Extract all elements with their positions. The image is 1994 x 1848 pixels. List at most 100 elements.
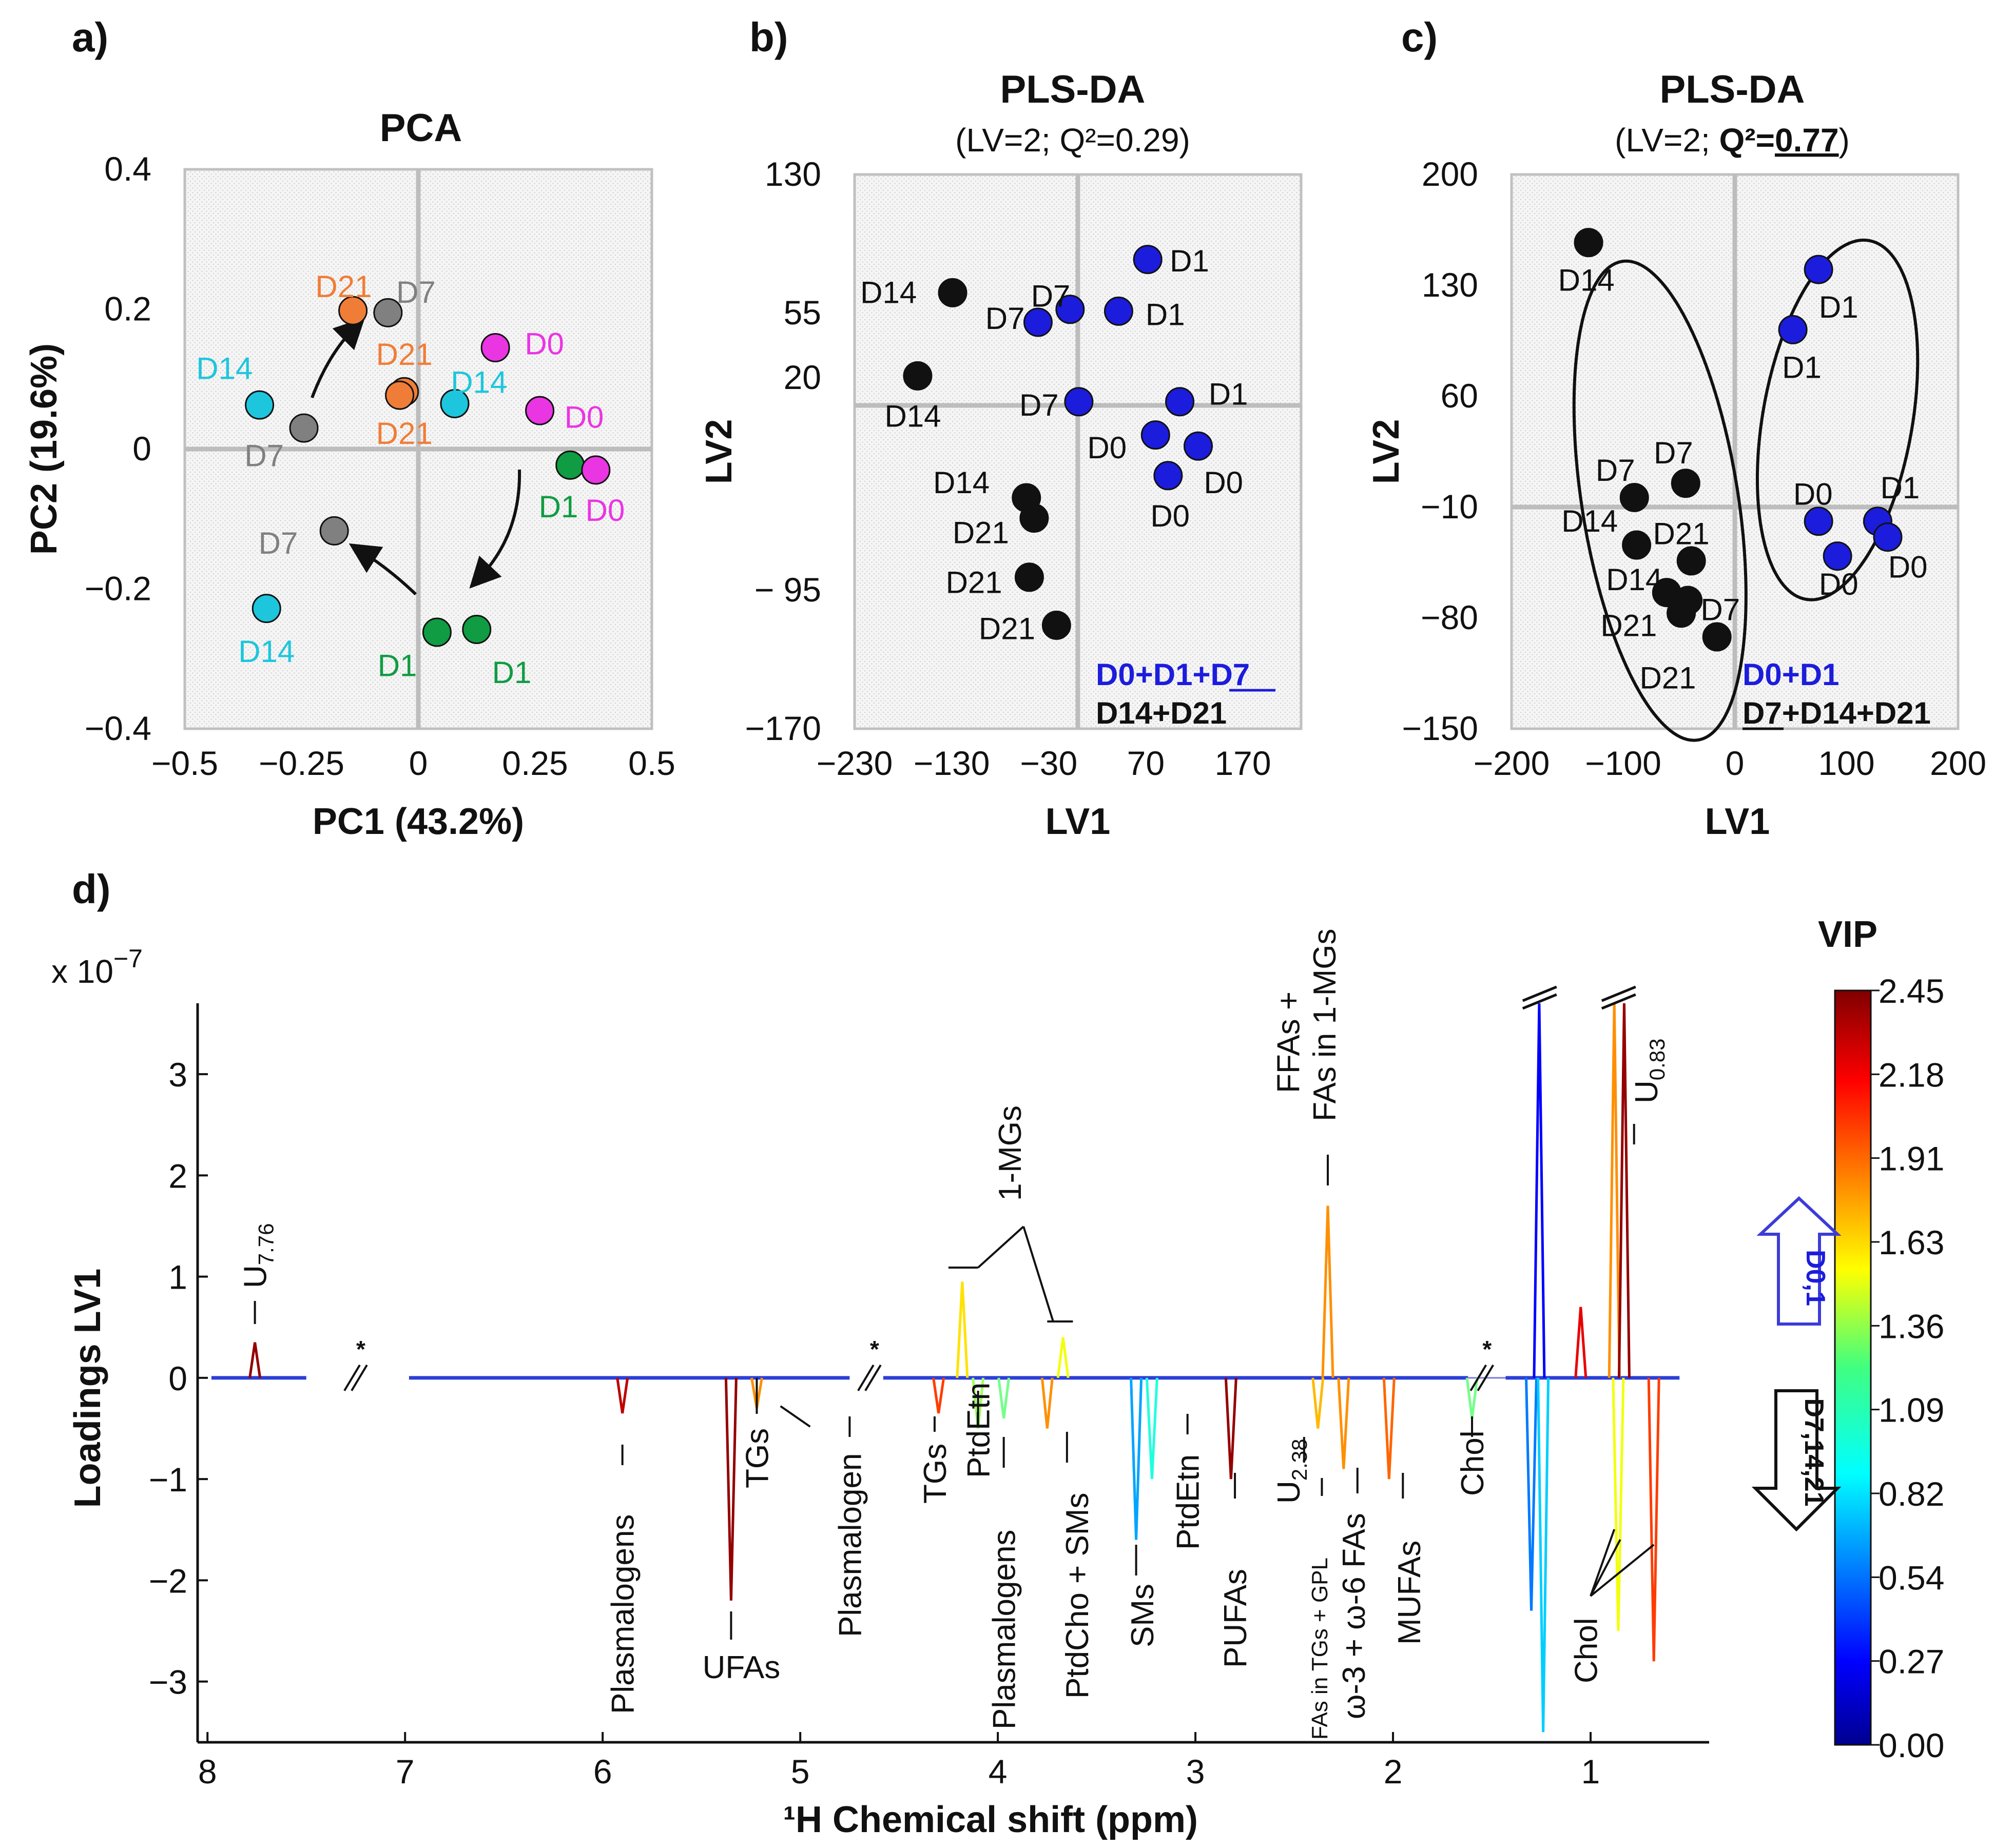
annotation-text: Plasmalogens	[987, 1530, 1022, 1729]
annotation-ptdchosms: PtdCho + SMs	[1060, 1493, 1095, 1699]
data-point-blue	[1873, 522, 1903, 552]
plsda-b-legend-2: D14+D21	[1096, 696, 1227, 730]
point-label: D14	[933, 465, 990, 500]
data-point-blue	[1140, 420, 1170, 450]
spectrum-peak	[1130, 1377, 1143, 1540]
loadings-multiplier-base: x 10	[51, 953, 113, 990]
point-label: D1	[1782, 350, 1822, 384]
x-tick-label: 0	[1726, 744, 1745, 782]
x-tick-label: 200	[1930, 744, 1986, 782]
data-point-blue	[1823, 541, 1852, 571]
annotation-ffas1: FFAs +	[1271, 991, 1307, 1093]
colorbar-tick-label: 0.54	[1879, 1559, 1944, 1597]
trajectory-arrow	[311, 317, 365, 399]
trajectory-arrow	[469, 469, 521, 589]
x-tick-label: 5	[791, 1753, 810, 1791]
point-label: D21	[946, 566, 1002, 600]
axis-break-mark	[864, 1364, 882, 1391]
data-point-d14	[245, 390, 275, 420]
y-tick-label: −2	[149, 1562, 187, 1600]
plsda-b-points: D1 D14 D7 D1 D7 D14 D7 D1 D0 D0 D0 D14 D21 D21 D21	[860, 244, 1248, 646]
annotation-leader	[1590, 1544, 1655, 1597]
point-label: D21	[376, 337, 433, 372]
plsda-b-panel: PLS-DA (LV=2; Q²=0.29) −230 −130 −30 70 170−…	[699, 68, 1303, 842]
annotation-text: PtdEtn	[1171, 1454, 1206, 1550]
annotation-plasmalogens3: Plasmalogens	[987, 1530, 1022, 1729]
down-arrow-label: D7,14,21	[1799, 1398, 1829, 1506]
annotation-ptdetn2: PtdEtn	[1171, 1454, 1206, 1550]
colorbar-tick-label: 1.36	[1879, 1307, 1944, 1345]
x-tick-label: −130	[914, 744, 990, 782]
data-point-black	[1574, 228, 1603, 258]
pca-title: PCA	[380, 106, 462, 150]
point-label: D0	[565, 400, 604, 435]
spectrum-peak	[1617, 1003, 1631, 1378]
y-tick-label: 200	[1422, 155, 1478, 193]
axis-break-mark	[857, 1364, 875, 1391]
spectrum-peak	[1311, 1377, 1325, 1429]
y-tick-label: −80	[1421, 598, 1478, 636]
colorbar-tick-label: 0.27	[1879, 1643, 1944, 1681]
panel-label-b: b)	[749, 14, 788, 60]
x-tick-label: 6	[593, 1753, 612, 1791]
data-point-black	[938, 278, 967, 307]
down-arrow	[1751, 1389, 1842, 1532]
panel-label-c: c)	[1401, 14, 1438, 60]
x-tick-label: 1	[1581, 1753, 1600, 1791]
pca-panel: PCA −0.5 −0.25 0 0.25 0.5 −0.4 −0.2 0 0.2 0.4 D21…	[24, 106, 675, 842]
annotation-subscript: 0.83	[1645, 1038, 1669, 1080]
y-tick-label: −1	[149, 1461, 187, 1499]
pca-ylabel: PC2 (19.6%)	[24, 343, 65, 555]
annotation-text: SMs	[1125, 1584, 1160, 1647]
annotation-text: PtdCho + SMs	[1060, 1493, 1095, 1699]
annotation-text: TGs	[918, 1444, 953, 1504]
x-tick-label: −100	[1585, 744, 1661, 782]
up-arrow	[1756, 1196, 1842, 1326]
point-label: D7	[244, 439, 284, 473]
data-point-d7	[289, 413, 319, 443]
plsda-c-group-ellipses	[1572, 238, 1920, 742]
y-tick-label: −0.2	[85, 570, 151, 608]
plsda-c-legend-1: D0+D1	[1743, 657, 1839, 692]
annotation-subscript: 2.38	[1287, 1438, 1311, 1481]
point-label: D1	[1881, 471, 1920, 505]
annotation-text: Chol	[1569, 1618, 1604, 1683]
data-point-black	[1676, 546, 1706, 576]
annotation-plasmalogens1: Plasmalogens	[606, 1514, 641, 1714]
data-point-black	[1671, 469, 1700, 498]
plsda-c-subtitle: (LV=2; Q²=0.77)	[1615, 122, 1850, 159]
annotation-text: TGs	[740, 1428, 775, 1488]
data-point-d21	[385, 380, 415, 410]
panel-label-a: a)	[72, 14, 108, 60]
up-arrow-label: D0,1	[1801, 1250, 1830, 1306]
data-point-blue	[1153, 461, 1183, 491]
point-label: D0	[1888, 550, 1928, 584]
plsda-b-xlabel: LV1	[1046, 801, 1111, 842]
annotation-u083: U0.83	[1629, 1038, 1669, 1103]
y-tick-label: −150	[1402, 709, 1478, 747]
spectrum-peak	[724, 1377, 738, 1601]
data-point-d14	[440, 388, 470, 418]
colorbar-tick-label: 1.09	[1879, 1391, 1944, 1429]
plsda-c-axes: −200 −100 0 100 200 −150 −80 −10 60 130 200	[1402, 155, 1986, 782]
annotation-fas_tgs: FAs in TGs + GPL	[1307, 1558, 1332, 1740]
y-tick-label: −10	[1421, 488, 1478, 526]
annotation-text: U	[1629, 1080, 1664, 1103]
data-point-blue	[1165, 387, 1195, 417]
point-label: D14	[451, 365, 507, 400]
pca-axes: −0.5 −0.25 0 0.25 0.5 −0.4 −0.2 0 0.2 0.4	[85, 150, 675, 782]
data-point-black	[1041, 610, 1071, 640]
data-point-blue	[1055, 295, 1085, 324]
annotation-tgs1: TGs	[740, 1428, 775, 1488]
spectrum-peak	[1608, 1003, 1621, 1378]
colorbar-tick-label: 0.00	[1879, 1726, 1944, 1764]
spectrum-peak	[1533, 1003, 1546, 1378]
group-ellipse	[1755, 238, 1920, 601]
plsda-b-axes: −230 −130 −30 70 170 −170 − 95 20 55 130	[745, 155, 1301, 782]
spectrum-peak	[1337, 1377, 1350, 1469]
data-point-d0	[480, 333, 510, 362]
annotation-w3w6: ω-3 + ω-6 FAs	[1337, 1513, 1372, 1719]
x-tick-label: 170	[1214, 744, 1271, 782]
colorbar-tick-label: 0.82	[1879, 1475, 1944, 1513]
